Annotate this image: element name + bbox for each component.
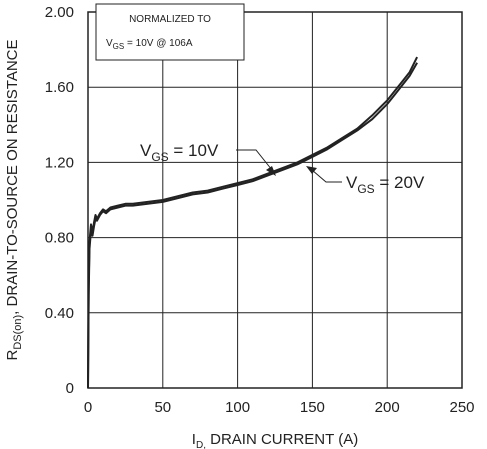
x-tick-label: 100 bbox=[225, 399, 250, 416]
y-tick-label: 2.00 bbox=[45, 4, 74, 21]
x-axis-label: ID, DRAIN CURRENT (A) bbox=[192, 431, 358, 449]
annotation-vgs20-arrowhead bbox=[306, 166, 317, 174]
annotation-vgs20-main: V bbox=[346, 173, 358, 192]
annotation-vgs10: VGS = 10V bbox=[140, 141, 276, 176]
x-tick-label: 0 bbox=[84, 399, 92, 416]
y-axis-label: RDS(on), DRAIN-TO-SOURCE ON RESISTANCE bbox=[4, 40, 24, 361]
annotation-vgs10-main: V bbox=[140, 141, 152, 160]
legend-line2-sub: GS bbox=[113, 42, 125, 51]
grid bbox=[88, 12, 462, 388]
x-tick-label: 150 bbox=[300, 399, 325, 416]
annotation-vgs20-leader bbox=[311, 169, 342, 183]
annotation-vgs10-rest: = 10V bbox=[169, 141, 219, 160]
annotation-vgs10-label: VGS = 10V bbox=[140, 141, 219, 164]
annotation-vgs10-arrowhead bbox=[266, 166, 276, 176]
legend-line2-rest: = 10V @ 106A bbox=[124, 38, 193, 49]
y-tick-labels: 0 0.40 0.80 1.20 1.60 2.00 bbox=[45, 4, 74, 397]
series-line-1 bbox=[87, 56, 418, 389]
y-tick-label: 0 bbox=[66, 380, 74, 397]
y-axis-label-rest: , DRAIN-TO-SOURCE ON RESISTANCE bbox=[4, 40, 21, 315]
x-axis-label-sub: D, bbox=[196, 440, 206, 449]
annotation-vgs20-label: VGS = 20V bbox=[346, 173, 425, 196]
x-tick-label: 50 bbox=[154, 399, 171, 416]
x-axis-label-rest: DRAIN CURRENT (A) bbox=[206, 431, 358, 448]
y-axis-label-sub: DS(on) bbox=[12, 315, 24, 350]
series-line-2 bbox=[87, 62, 418, 389]
annotation-vgs10-sub: GS bbox=[151, 150, 168, 164]
legend-line2: VGS = 10V @ 106A bbox=[106, 38, 193, 51]
legend-frame bbox=[95, 3, 245, 61]
x-tick-label: 250 bbox=[449, 399, 474, 416]
x-axis-label-main: I bbox=[192, 431, 196, 448]
annotation-vgs20-sub: GS bbox=[357, 182, 374, 196]
legend-box: NORMALIZED TO VGS = 10V @ 106A bbox=[95, 3, 245, 61]
series-layer bbox=[87, 56, 418, 389]
x-tick-label: 200 bbox=[375, 399, 400, 416]
plot-frame bbox=[87, 11, 463, 389]
annotation-vgs20: VGS = 20V bbox=[306, 166, 425, 196]
annotation-vgs20-rest: = 20V bbox=[375, 173, 425, 192]
legend-line2-main: V bbox=[106, 38, 113, 49]
x-tick-labels: 0 50 100 150 200 250 bbox=[84, 399, 475, 416]
y-tick-label: 1.60 bbox=[45, 79, 74, 96]
y-axis-label-main: R bbox=[4, 350, 21, 361]
y-tick-label: 0.80 bbox=[45, 230, 74, 247]
y-tick-label: 1.20 bbox=[45, 154, 74, 171]
legend-line1: NORMALIZED TO bbox=[129, 14, 211, 25]
y-tick-label: 0.40 bbox=[45, 305, 74, 322]
annotation-vgs10-leader bbox=[236, 149, 273, 171]
